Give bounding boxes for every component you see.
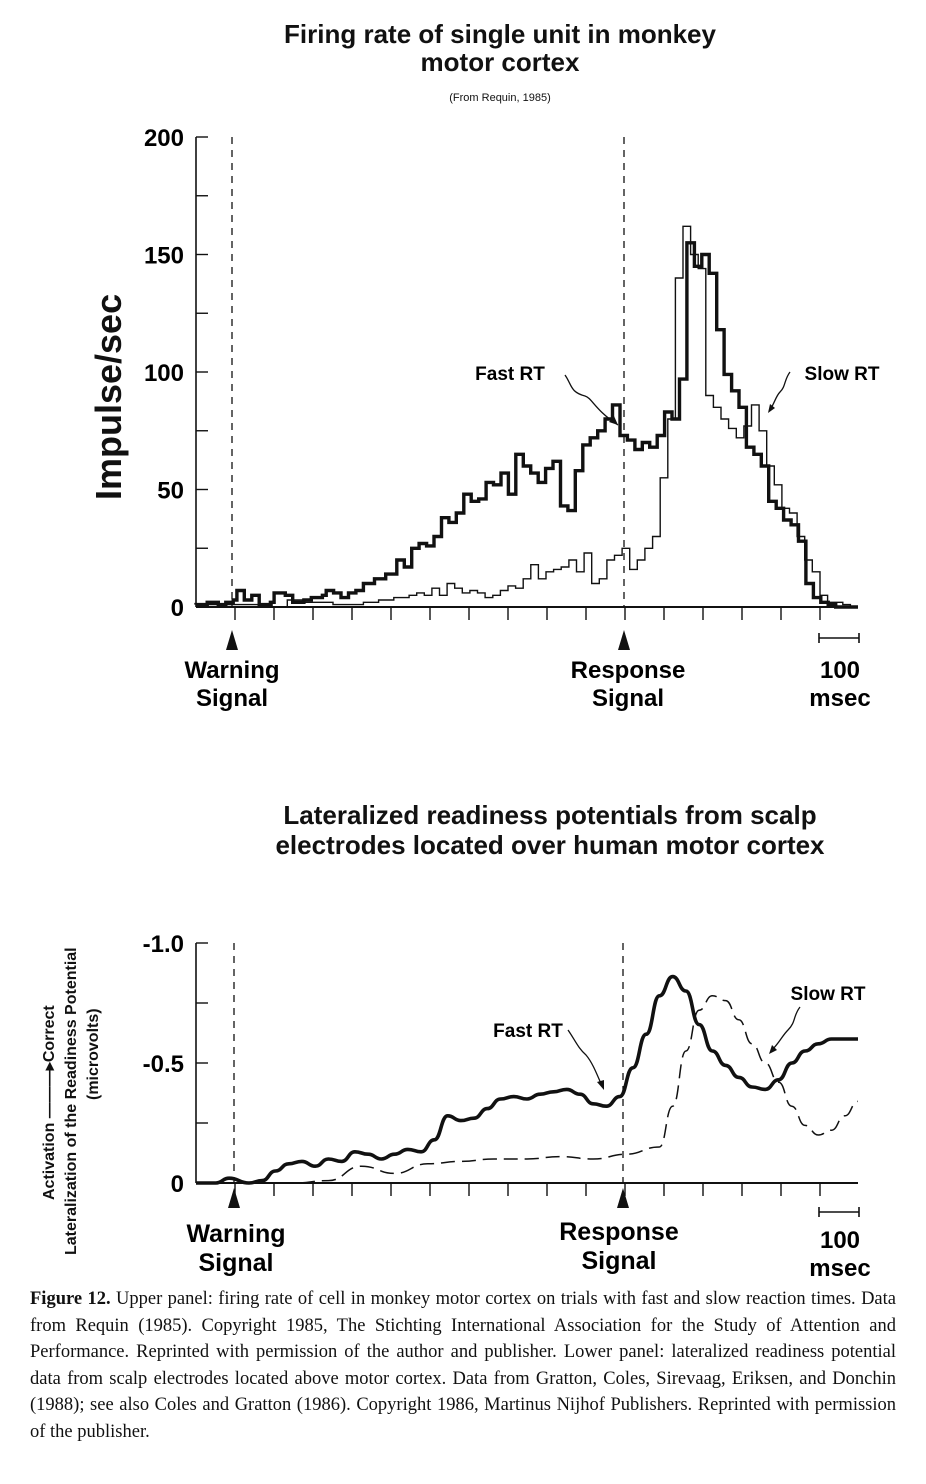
lower-fast-rt-label: Fast RT <box>493 1021 563 1042</box>
lower-slow-rt-arrowhead <box>769 1045 777 1054</box>
figure-charts: 050100150200WarningSignalResponseSignal1… <box>143 125 880 1282</box>
lower-warning-label-2: Signal <box>198 1249 273 1277</box>
upper-scale-bar <box>818 633 860 643</box>
upper-warning-label-1: Warning <box>184 657 279 684</box>
upper-fast-rt-arrowhead <box>609 416 618 425</box>
upper-chart-title: Firing rate of single unit in monkey mot… <box>284 19 716 77</box>
lower-y-tick-label: -0.5 <box>143 1051 184 1078</box>
caption-text: Upper panel: firing rate of cell in monk… <box>30 1289 896 1442</box>
lower-fast-rt-arrowhead <box>597 1080 604 1090</box>
upper-response-label-1: Response <box>571 657 686 684</box>
lower-y-tick-label: -1.0 <box>143 931 184 958</box>
upper-series-slow-rt <box>196 225 858 608</box>
upper-y-tick-label: 150 <box>144 243 184 270</box>
upper-y-tick-label: 200 <box>144 125 184 152</box>
lower-y-tick-label: 0 <box>171 1171 184 1198</box>
lower-fast-rt-pointer <box>567 1029 603 1087</box>
upper-fast-rt-label: Fast RT <box>475 364 545 385</box>
lower-series-slow-rt <box>196 995 859 1184</box>
upper-slow-rt-pointer <box>769 371 791 411</box>
upper-warning-triangle <box>226 630 238 650</box>
upper-y-tick-label: 0 <box>171 595 184 622</box>
lower-scale-bar <box>818 1207 860 1217</box>
lower-response-label-2: Signal <box>581 1247 656 1275</box>
lower-scale-label-2: msec <box>809 1255 870 1282</box>
figure-caption: Figure 12. Upper panel: firing rate of c… <box>30 1286 896 1446</box>
lower-warning-label-1: Warning <box>186 1220 285 1248</box>
upper-warning-label-2: Signal <box>196 685 268 712</box>
upper-chart-subtitle: (From Requin, 1985) <box>449 92 551 104</box>
upper-y-tick-label: 50 <box>157 478 184 505</box>
lower-slow-rt-label: Slow RT <box>791 984 866 1005</box>
upper-series-fast-rt <box>194 241 858 609</box>
upper-y-tick-label: 100 <box>144 360 184 387</box>
lower-chart-title: Lateralized readiness potentials from sc… <box>275 800 825 860</box>
upper-response-label-2: Signal <box>592 685 664 712</box>
upper-fast-rt-pointer <box>564 374 619 426</box>
lower-response-triangle <box>617 1188 629 1208</box>
upper-scale-label-1: 100 <box>820 657 860 684</box>
upper-slow-rt-label: Slow RT <box>805 364 880 385</box>
lower-slow-rt-pointer <box>771 1006 801 1051</box>
caption-label: Figure 12. <box>30 1289 111 1309</box>
lower-series-fast-rt <box>196 974 858 1185</box>
upper-scale-label-2: msec <box>809 685 870 712</box>
upper-slow-rt-arrowhead <box>768 404 775 413</box>
lower-scale-label-1: 100 <box>820 1227 860 1254</box>
upper-response-triangle <box>618 630 630 650</box>
lower-response-label-1: Response <box>559 1218 679 1246</box>
lower-warning-triangle <box>228 1188 240 1208</box>
